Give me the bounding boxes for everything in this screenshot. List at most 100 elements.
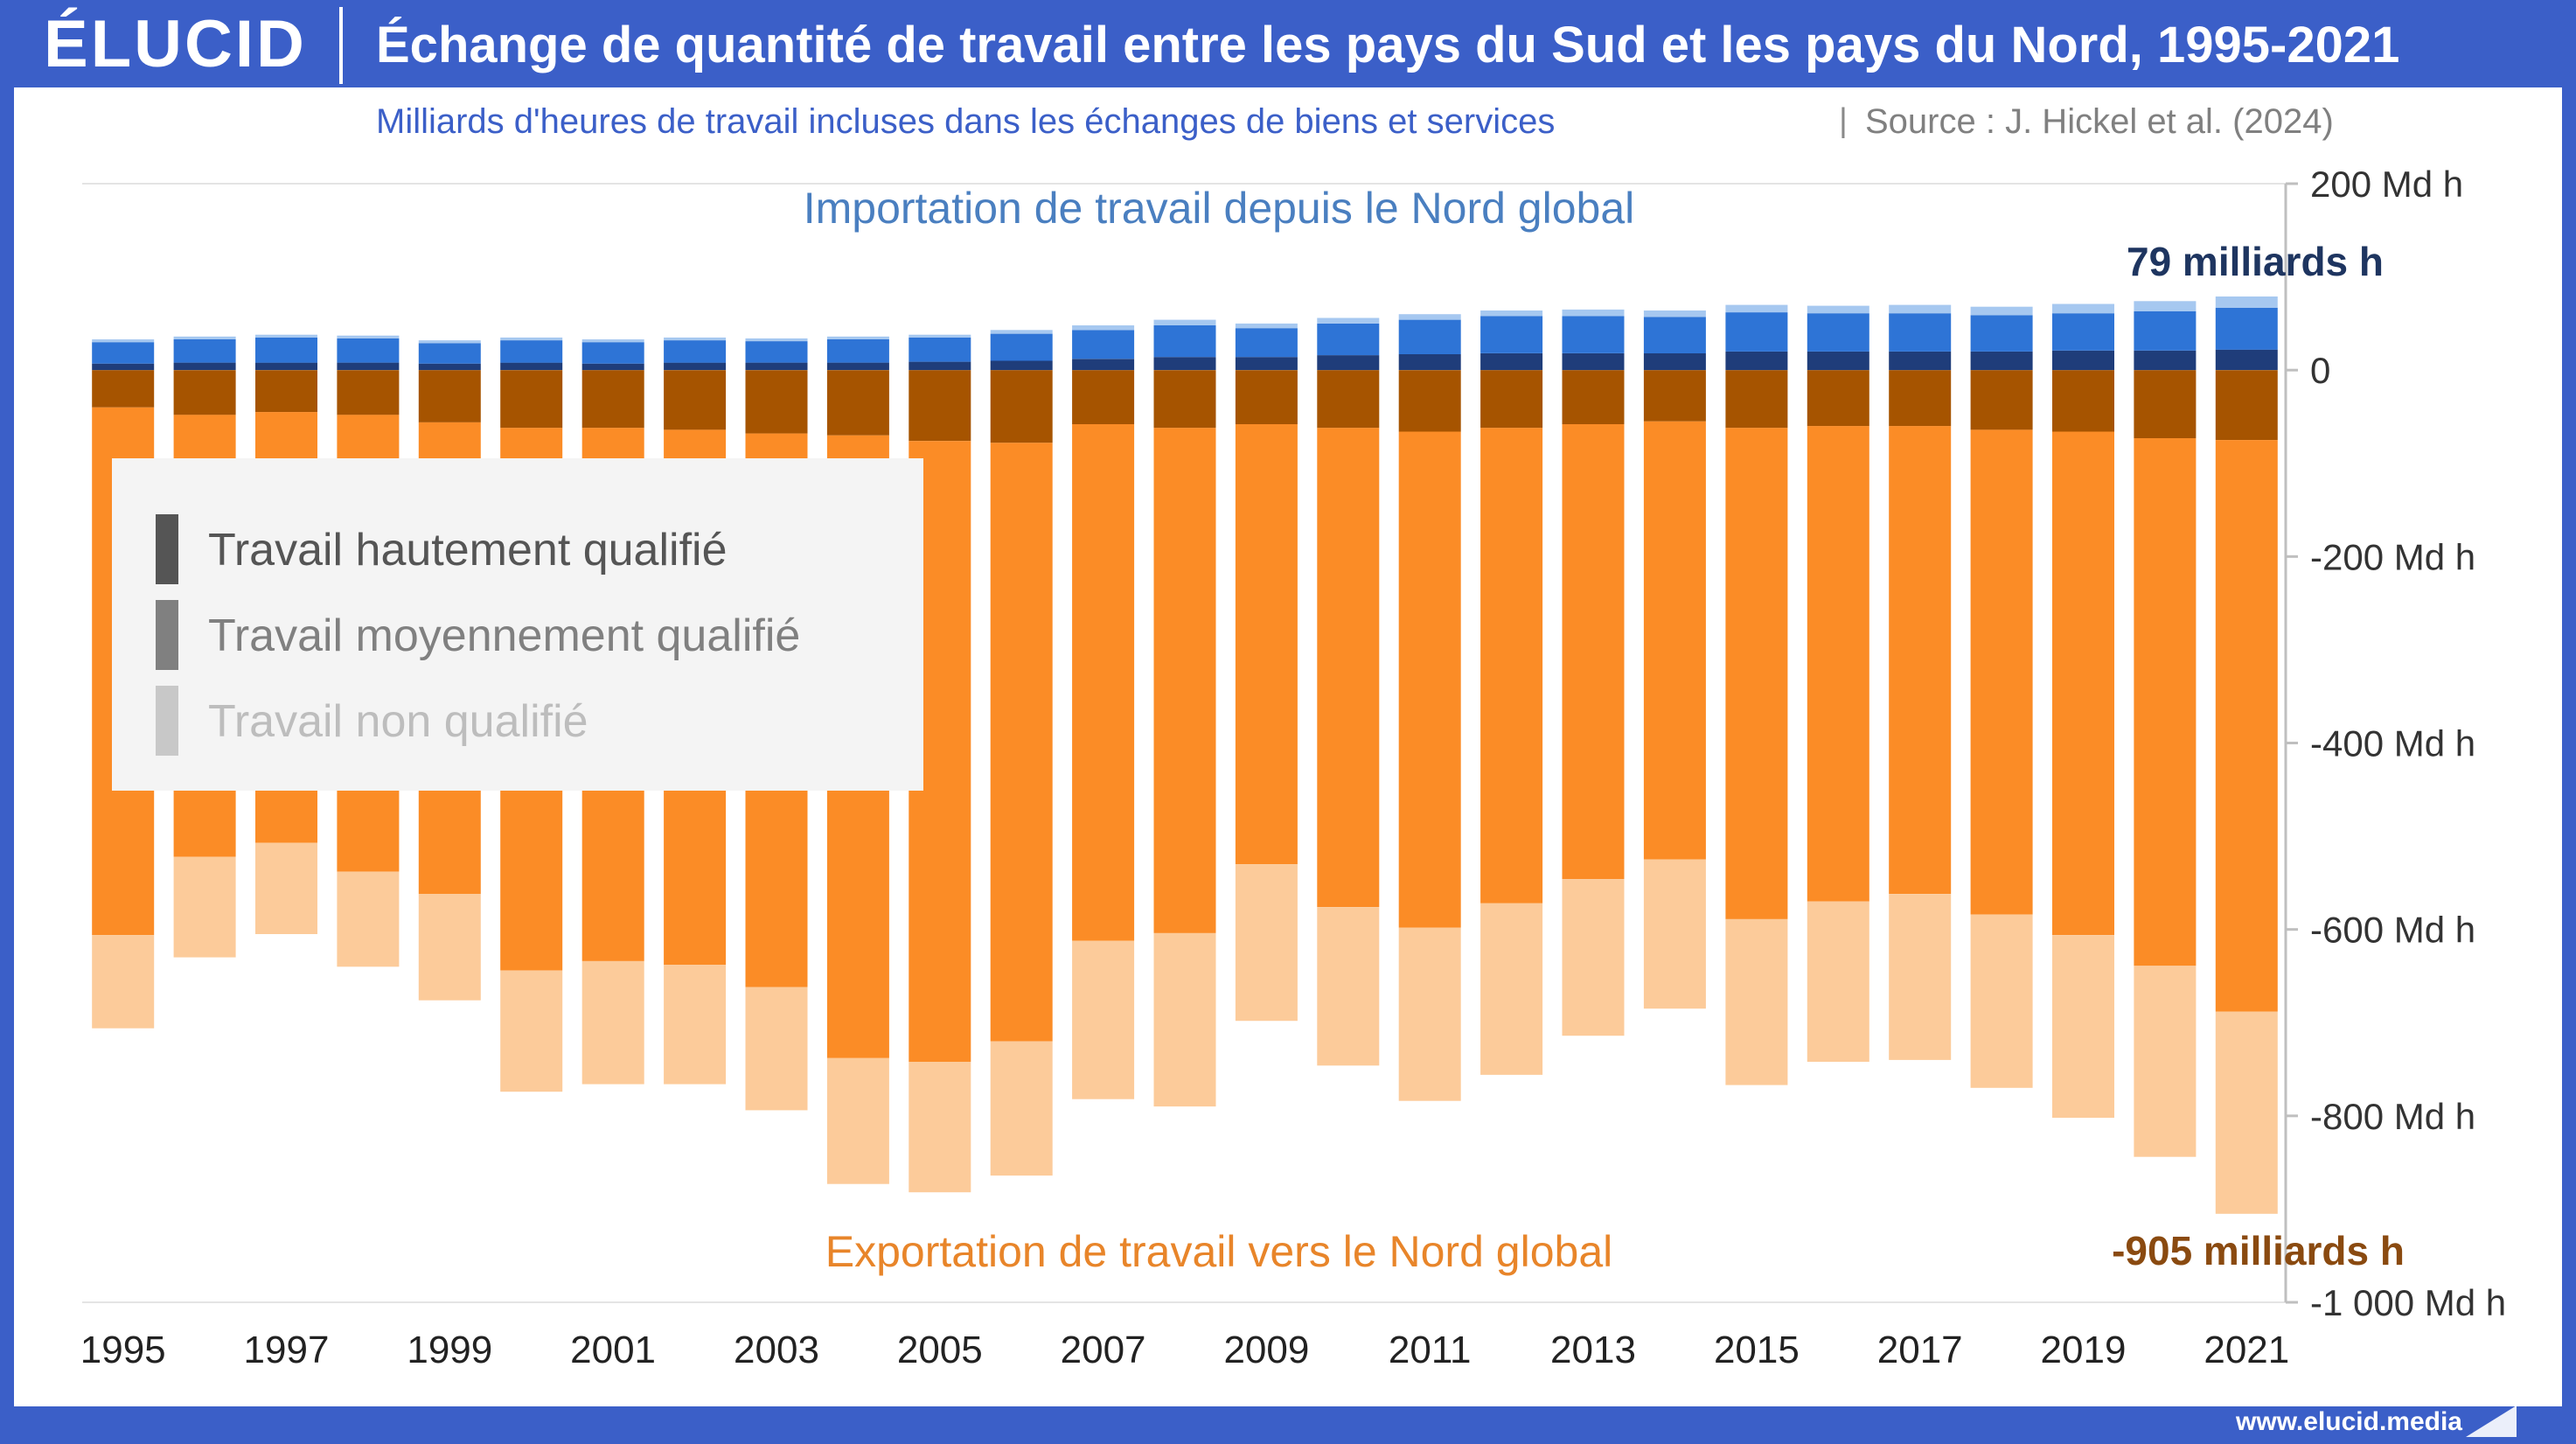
legend-label-high: Travail hautement qualifié (208, 525, 728, 576)
bar-import-low-2016 (1807, 305, 1869, 314)
bar-import-medium-2018 (1970, 315, 2033, 352)
y-axis: 200 Md h 0 -200 Md h -400 Md h -600 Md h -800… (2284, 164, 2506, 1323)
legend: Travail hautement qualifié Travail moyen… (112, 458, 923, 791)
bar-export-medium-2010 (1317, 428, 1380, 907)
bar-import-high-2010 (1317, 355, 1380, 371)
x-tick-label: 1995 (80, 1329, 166, 1371)
bar-export-low-2013 (1562, 879, 1625, 1036)
bar-import-low-2021 (2215, 296, 2278, 308)
bar-export-high-2003 (745, 370, 808, 434)
elucid-mark-icon (2466, 1406, 2517, 1437)
bar-import-low-2006 (990, 330, 1053, 334)
y-tick-label: 0 (2310, 350, 2330, 391)
bar-export-low-2005 (909, 1062, 971, 1193)
bar-export-low-2000 (500, 970, 563, 1092)
bar-import-low-2020 (2134, 301, 2197, 311)
x-tick-label: 2003 (734, 1329, 819, 1371)
bar-import-low-2017 (1889, 304, 1952, 314)
x-tick-label: 1997 (244, 1329, 330, 1371)
bar-import-low-2008 (1153, 319, 1216, 325)
bar-export-low-2006 (990, 1041, 1053, 1176)
bar-import-high-2009 (1235, 357, 1298, 371)
bar-export-high-2020 (2134, 370, 2197, 438)
footer-url[interactable]: www.elucid.media (2236, 1407, 2462, 1436)
y-tick-label: -1 000 Md h (2310, 1282, 2506, 1323)
bar-export-medium-2017 (1889, 426, 1952, 895)
bar-import-high-2019 (2052, 350, 2114, 371)
bar-import-high-2017 (1889, 351, 1952, 371)
bar-export-high-2019 (2052, 370, 2114, 432)
subtitle-main: Milliards d'heures de travail incluses d… (376, 102, 1555, 141)
bar-export-medium-2006 (990, 443, 1053, 1042)
bar-import-high-2013 (1562, 353, 1625, 371)
bar-export-high-2004 (826, 370, 889, 436)
bar-export-medium-2012 (1480, 428, 1543, 903)
bar-export-low-2003 (745, 987, 808, 1111)
x-tick-label: 1999 (407, 1329, 492, 1371)
bar-export-high-1996 (173, 370, 236, 415)
subtitle-source: Source : J. Hickel et al. (2024) (1865, 102, 2334, 141)
bar-export-high-2016 (1807, 370, 1869, 427)
bar-import-low-1999 (418, 340, 481, 344)
bar-export-low-1999 (418, 894, 481, 1001)
bar-import-high-2007 (1072, 359, 1135, 371)
bar-import-low-2013 (1562, 309, 1625, 317)
bar-export-medium-2019 (2052, 431, 2114, 935)
export-total-label: -905 milliards h (2112, 1228, 2405, 1273)
header-divider (339, 7, 343, 84)
bar-export-high-2007 (1072, 370, 1135, 424)
bar-export-medium-2008 (1153, 428, 1216, 933)
bar-export-medium-2020 (2134, 438, 2197, 966)
bar-export-high-2017 (1889, 370, 1952, 427)
bar-export-medium-2014 (1643, 421, 1706, 860)
bar-import-medium-2013 (1562, 316, 1625, 353)
bar-import-low-2001 (581, 339, 644, 343)
x-tick-label: 2019 (2041, 1329, 2127, 1371)
bar-export-high-2012 (1480, 370, 1543, 429)
bar-import-medium-1998 (337, 338, 400, 363)
chart-panel: 200 Md h 0 -200 Md h -400 Md h -600 Md h -800… (14, 87, 2562, 1406)
y-tick-label: -800 Md h (2310, 1096, 2475, 1137)
bar-import-high-2021 (2215, 349, 2278, 371)
bar-import-medium-2010 (1317, 323, 1380, 356)
subtitle-separator: | (1839, 102, 1848, 139)
bar-import-high-2005 (909, 361, 971, 371)
export-label: Exportation de travail vers le Nord glob… (825, 1227, 1612, 1276)
bar-import-high-2006 (990, 360, 1053, 371)
bar-export-low-2018 (1970, 914, 2033, 1088)
bar-import-low-2015 (1725, 304, 1788, 313)
bar-import-medium-2005 (909, 337, 971, 362)
bar-export-low-1997 (255, 842, 317, 934)
bar-import-medium-2007 (1072, 330, 1135, 359)
x-tick-label: 2011 (1389, 1329, 1472, 1371)
brand-logo[interactable]: ÉLUCID (44, 7, 307, 81)
bar-export-high-2014 (1643, 370, 1706, 422)
bar-import-medium-1995 (92, 342, 155, 364)
bar-export-medium-2013 (1562, 424, 1625, 880)
bar-export-low-2016 (1807, 901, 1869, 1062)
bar-export-low-2010 (1317, 907, 1380, 1066)
bar-export-high-1997 (255, 370, 317, 413)
bar-export-medium-2009 (1235, 424, 1298, 865)
bar-export-low-2009 (1235, 864, 1298, 1022)
bar-export-high-2015 (1725, 370, 1788, 429)
x-tick-label: 2009 (1223, 1329, 1309, 1371)
bar-import-high-1996 (173, 362, 236, 371)
bar-import-low-2010 (1317, 317, 1380, 324)
bar-export-high-2013 (1562, 370, 1625, 424)
x-tick-label: 2013 (1550, 1329, 1636, 1371)
bar-import-medium-2012 (1480, 316, 1543, 353)
bar-import-low-2018 (1970, 306, 2033, 316)
bar-export-low-1998 (337, 871, 400, 967)
x-tick-label: 2017 (1877, 1329, 1963, 1371)
bar-import-medium-2021 (2215, 307, 2278, 350)
bar-import-low-1995 (92, 339, 155, 343)
bar-import-low-2011 (1398, 314, 1461, 320)
x-tick-label: 2015 (1714, 1329, 1800, 1371)
bar-import-medium-2003 (745, 341, 808, 363)
bar-import-medium-2004 (826, 339, 889, 363)
bar-export-high-1999 (418, 370, 481, 422)
chart-title: Échange de quantité de travail entre les… (376, 17, 2400, 73)
bar-export-low-2001 (581, 960, 644, 1085)
bar-export-high-2018 (1970, 370, 2033, 430)
